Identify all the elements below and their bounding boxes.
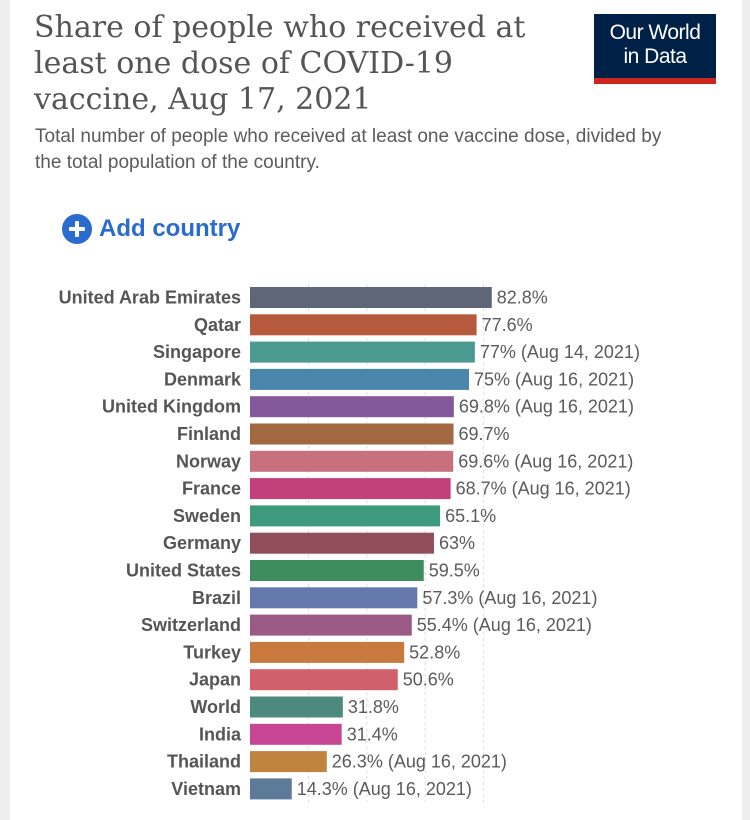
- value-label: 14.3% (Aug 16, 2021): [297, 779, 472, 799]
- value-label: 68.7% (Aug 16, 2021): [456, 479, 631, 499]
- chart-card: Share of people who received at least on…: [10, 0, 742, 820]
- country-label: Finland: [177, 424, 241, 444]
- country-label: Norway: [176, 451, 241, 471]
- bar[interactable]: [250, 505, 441, 527]
- country-label: Singapore: [153, 342, 241, 362]
- value-label: 82.8%: [497, 288, 548, 308]
- chart-subtitle: Total number of people who received at l…: [35, 126, 662, 173]
- bar[interactable]: [250, 368, 469, 390]
- left-frame-border: [0, 0, 10, 820]
- country-label: Brazil: [192, 588, 241, 608]
- country-label: United States: [126, 561, 241, 581]
- bar[interactable]: [250, 696, 343, 718]
- value-label: 55.4% (Aug 16, 2021): [417, 615, 592, 635]
- value-label: 52.8%: [409, 642, 460, 662]
- bar[interactable]: [250, 669, 398, 691]
- bar[interactable]: [250, 751, 327, 773]
- country-label: Japan: [189, 670, 241, 690]
- country-label: India: [199, 724, 242, 744]
- country-label: Germany: [163, 533, 241, 553]
- bar[interactable]: [250, 314, 477, 336]
- value-label: 69.7%: [459, 424, 510, 444]
- value-label: 63%: [439, 533, 475, 553]
- logo-line-1: Our World: [609, 21, 701, 44]
- bar[interactable]: [250, 423, 454, 445]
- chart-title-line-3: vaccine, Aug 17, 2021: [34, 82, 372, 117]
- chart-title: Share of people who received at least on…: [34, 10, 574, 118]
- bar[interactable]: [250, 341, 475, 363]
- bar[interactable]: [250, 532, 434, 554]
- country-label: United Arab Emirates: [59, 288, 241, 308]
- logo-accent-bar: [594, 78, 716, 84]
- plus-circle-icon: [62, 214, 92, 244]
- our-world-in-data-logo[interactable]: Our World in Data: [594, 14, 716, 78]
- country-label: United Kingdom: [102, 397, 241, 417]
- value-label: 59.5%: [429, 561, 480, 581]
- bar[interactable]: [250, 478, 451, 500]
- value-label: 31.4%: [347, 724, 398, 744]
- value-label: 75% (Aug 16, 2021): [474, 369, 634, 389]
- value-label: 69.6% (Aug 16, 2021): [458, 451, 633, 471]
- bar[interactable]: [250, 778, 292, 800]
- bar[interactable]: [250, 723, 342, 745]
- bar[interactable]: [250, 450, 454, 472]
- right-frame-border: [742, 0, 750, 820]
- value-label: 57.3% (Aug 16, 2021): [422, 588, 597, 608]
- value-label: 77% (Aug 14, 2021): [480, 342, 640, 362]
- value-label: 26.3% (Aug 16, 2021): [332, 752, 507, 772]
- country-label: Vietnam: [171, 779, 241, 799]
- country-label: Turkey: [183, 642, 241, 662]
- bar[interactable]: [250, 560, 424, 581]
- country-label: World: [190, 697, 241, 717]
- country-label: Denmark: [164, 369, 242, 389]
- value-label: 50.6%: [403, 670, 454, 690]
- bar[interactable]: [250, 587, 418, 609]
- chart-title-line-1: Share of people who received at: [34, 10, 526, 45]
- bar[interactable]: [250, 641, 405, 663]
- country-label: Sweden: [173, 506, 241, 526]
- value-label: 31.8%: [348, 697, 399, 717]
- country-label: Thailand: [167, 752, 241, 772]
- country-label: France: [182, 479, 241, 499]
- country-label: Qatar: [194, 315, 241, 335]
- add-country-label: Add country: [99, 215, 241, 242]
- chart-title-line-2: least one dose of COVID-19: [34, 46, 454, 81]
- add-country-button[interactable]: Add country: [62, 212, 240, 246]
- bar-chart: United Arab Emirates 82.8% Qatar 77.6% Singa…: [59, 284, 640, 802]
- value-label: 65.1%: [445, 506, 496, 526]
- logo-line-2: in Data: [623, 45, 687, 68]
- country-label: Switzerland: [141, 615, 241, 635]
- bar[interactable]: [250, 614, 412, 636]
- bar[interactable]: [250, 396, 454, 418]
- value-label: 69.8% (Aug 16, 2021): [459, 397, 634, 417]
- bar[interactable]: [250, 287, 492, 308]
- value-label: 77.6%: [482, 315, 533, 335]
